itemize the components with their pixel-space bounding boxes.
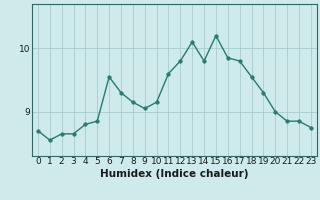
X-axis label: Humidex (Indice chaleur): Humidex (Indice chaleur) — [100, 169, 249, 179]
